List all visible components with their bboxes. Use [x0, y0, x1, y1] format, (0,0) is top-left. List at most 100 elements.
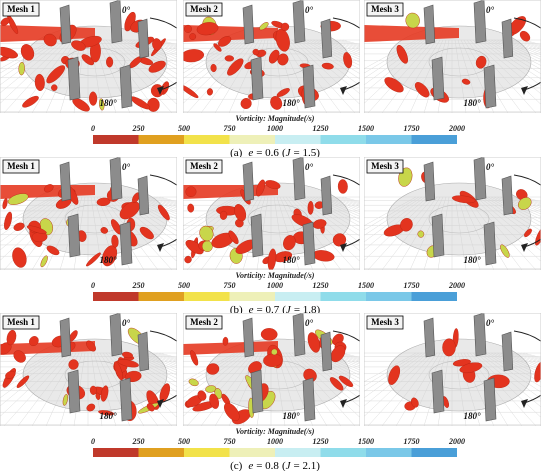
caption-part: = 0.8 [256, 460, 279, 471]
colorbar-tick-label: 1000 [267, 281, 283, 290]
mesh-label: Mesh 2 [190, 4, 218, 14]
colorbar-segment [320, 135, 366, 144]
mesh-label-box [185, 2, 223, 17]
caption: (b) e = 0.7 (J = 1.8) [230, 304, 321, 316]
grid-line [3, 352, 71, 426]
blade [501, 331, 514, 372]
caption-part: = 1.5) [294, 147, 321, 159]
vortex-blob [222, 336, 229, 346]
wake-jet [364, 25, 459, 42]
grid-line [364, 39, 417, 70]
rotation-arrow [332, 17, 360, 91]
mesh-label: Mesh 2 [190, 161, 218, 171]
panel: Mesh 3 0° 180° [364, 313, 541, 426]
vortex-blob [157, 204, 170, 221]
grid-line [505, 196, 541, 211]
angle-label: 0° [305, 5, 314, 15]
vortex-blob [260, 328, 278, 341]
vortex-blob [13, 350, 26, 363]
rotation-arrow [332, 330, 360, 404]
vortex-blob [86, 252, 101, 267]
vortex-blob [400, 218, 413, 232]
blade [119, 221, 133, 266]
grid-line [126, 352, 177, 379]
grid-line [367, 352, 435, 426]
blade [483, 377, 497, 422]
mesh-label-box [366, 2, 404, 17]
colorbar-tick-label: 2000 [448, 281, 465, 290]
grid-line [367, 196, 435, 270]
vortex-blob [276, 88, 290, 97]
blade [292, 313, 306, 357]
grid-line [475, 39, 541, 95]
blade [473, 313, 487, 357]
caption-part: ( [282, 460, 286, 471]
colorbar-segment [411, 448, 457, 457]
vortex-blob [209, 393, 220, 409]
grid-line [318, 196, 360, 215]
colorbar-tick-label: 750 [224, 281, 236, 290]
grid-line [138, 39, 177, 56]
grid-line [0, 196, 59, 236]
caption-part: = 2.1) [294, 460, 321, 471]
vortex-blob [13, 222, 25, 231]
grid-line [481, 352, 541, 393]
vortex-blob [16, 375, 30, 388]
grid-line [183, 352, 242, 392]
grid-line [0, 352, 62, 399]
caption-part: e [248, 147, 253, 159]
grid-line [499, 39, 541, 58]
grid-line [0, 39, 59, 79]
blade [483, 64, 497, 109]
vortex-blob [62, 394, 69, 406]
grid-line [364, 196, 417, 227]
vortex-blob [519, 30, 531, 42]
vortex-blob [524, 228, 532, 238]
blade [431, 56, 445, 101]
mesh-label-box [2, 2, 40, 17]
arrow-head [521, 243, 528, 252]
blade [67, 369, 81, 414]
panel: Mesh 2 0° 180° [183, 0, 360, 113]
scene [364, 157, 541, 270]
grid-line [472, 39, 541, 105]
grid-line [454, 196, 467, 270]
vortex-blob [475, 55, 487, 69]
scene [0, 157, 177, 270]
scene [0, 313, 177, 426]
vortex-blob [500, 244, 510, 258]
blade [423, 4, 436, 45]
vortex-blob [183, 49, 205, 63]
blade [320, 18, 333, 59]
vortex-blob [234, 204, 247, 222]
grid-line [0, 352, 56, 387]
vortex-blob [119, 201, 140, 220]
vortex-blob [218, 36, 232, 47]
blade [431, 369, 445, 414]
grid-line [364, 352, 417, 383]
blade [119, 64, 133, 109]
grid-line [364, 352, 423, 392]
grid-line [312, 352, 360, 376]
angle-label: 0° [122, 318, 131, 328]
vortex-blob [259, 22, 269, 31]
wake-jet [183, 185, 278, 199]
vortex-blob [206, 363, 220, 375]
rotor-hub [428, 47, 490, 77]
vortex-blob [197, 390, 207, 401]
vortex-blob [388, 365, 401, 385]
colorbar-tick-label: 250 [132, 281, 145, 290]
vortex-blob [0, 46, 18, 59]
colorbar-tick-label: 750 [224, 437, 236, 446]
mesh-label: Mesh 3 [371, 317, 399, 327]
vortex-blob [100, 227, 109, 234]
colorbar-tick-label: 1750 [404, 281, 420, 290]
grid-line [276, 196, 300, 270]
grid-line [364, 196, 423, 236]
grid-line [186, 39, 254, 113]
vortex-blob [199, 225, 214, 242]
colorbar-title: Vorticity: Magnitude(/s) [236, 271, 315, 280]
panel-border [183, 313, 360, 426]
vortex-blob [265, 180, 281, 190]
colorbar-tick-label: 1750 [404, 437, 420, 446]
